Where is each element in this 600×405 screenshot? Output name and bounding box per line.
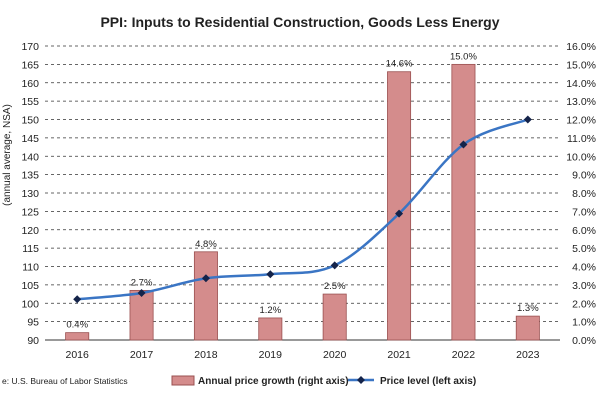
right-tick-label: 3.0% xyxy=(572,280,596,292)
left-tick-label: 95 xyxy=(27,317,39,329)
right-tick-label: 0.0% xyxy=(572,335,596,347)
left-tick-label: 170 xyxy=(21,41,39,53)
right-tick-label: 8.0% xyxy=(572,188,596,200)
left-tick-label: 120 xyxy=(21,225,39,237)
price-level-line xyxy=(77,118,529,301)
data-labels: 0.4% 2.7% 4.8% 1.2% 2.5% 14.6% 15.0% 1.3% xyxy=(66,51,539,330)
x-tick-label: 2023 xyxy=(516,349,540,361)
left-tick-label: 140 xyxy=(21,151,39,163)
bar xyxy=(451,63,476,341)
line-series xyxy=(73,115,532,304)
left-tick-label: 145 xyxy=(21,133,39,145)
right-tick-label: 15.0% xyxy=(566,59,596,71)
right-tick-label: 16.0% xyxy=(566,41,596,53)
right-tick-label: 2.0% xyxy=(572,298,596,310)
line-marker xyxy=(523,115,532,124)
line-marker xyxy=(330,261,339,270)
left-tick-label: 110 xyxy=(22,262,39,274)
x-tick-label: 2018 xyxy=(194,349,218,361)
left-tick-label: 130 xyxy=(21,188,39,200)
x-axis-ticks: 2016 2017 2018 2019 2020 2021 2022 2023 xyxy=(66,349,540,361)
left-axis-ticks: 90 95 100 105 110 115 120 125 130 135 140 145 150 155… xyxy=(21,41,39,347)
right-tick-label: 5.0% xyxy=(572,243,596,255)
right-tick-label: 10.0% xyxy=(566,151,596,163)
line-marker xyxy=(395,209,404,218)
right-tick-label: 13.0% xyxy=(566,96,596,108)
chart-title: PPI: Inputs to Residential Construction,… xyxy=(100,14,499,30)
right-tick-label: 1.0% xyxy=(572,317,596,329)
line-marker xyxy=(73,295,82,304)
right-tick-label: 11.0% xyxy=(567,133,596,145)
left-tick-label: 100 xyxy=(21,298,39,310)
left-axis-label: (annual average, NSA) xyxy=(2,104,13,206)
legend-bar-swatch xyxy=(171,375,195,386)
left-tick-label: 165 xyxy=(21,59,39,71)
x-tick-label: 2016 xyxy=(66,349,90,361)
bar-data-label: 14.6% xyxy=(386,59,413,70)
right-tick-label: 4.0% xyxy=(572,262,596,274)
x-tick-label: 2019 xyxy=(259,349,283,361)
source-note: e: U.S. Bureau of Labor Statistics xyxy=(2,376,128,386)
x-tick-label: 2020 xyxy=(323,349,347,361)
bar-data-label: 1.2% xyxy=(259,305,281,316)
left-tick-label: 105 xyxy=(21,280,39,292)
legend-line-marker-icon xyxy=(357,376,365,384)
x-tick-label: 2022 xyxy=(452,349,476,361)
right-tick-label: 12.0% xyxy=(566,115,596,127)
left-tick-label: 160 xyxy=(21,78,39,90)
bar xyxy=(387,71,412,341)
bar xyxy=(515,315,540,341)
left-tick-label: 155 xyxy=(21,96,39,108)
left-tick-label: 135 xyxy=(21,170,39,182)
right-axis-ticks: 0.0% 1.0% 2.0% 3.0% 4.0% 5.0% 6.0% 7.0% 8.0% 9.0%… xyxy=(566,41,596,347)
line-marker xyxy=(459,140,468,149)
bar xyxy=(258,317,283,341)
bar-data-label: 1.3% xyxy=(517,303,539,314)
legend-bar-label: Annual price growth (right axis) xyxy=(198,376,349,387)
bar xyxy=(65,332,90,341)
legend-line-label: Price level (left axis) xyxy=(380,376,476,387)
line-marker xyxy=(266,270,275,279)
bar-data-label: 2.5% xyxy=(324,281,346,292)
bar-data-label: 0.4% xyxy=(66,320,88,331)
bar xyxy=(322,293,347,341)
left-tick-label: 125 xyxy=(21,206,39,218)
right-tick-label: 6.0% xyxy=(572,225,596,237)
x-tick-label: 2021 xyxy=(387,349,411,361)
legend: Annual price growth (right axis) Price l… xyxy=(171,375,476,387)
bar-data-label: 15.0% xyxy=(450,51,477,62)
left-tick-label: 90 xyxy=(27,335,39,347)
bar xyxy=(129,289,154,341)
bar-data-label: 4.8% xyxy=(195,239,217,250)
bar xyxy=(193,251,218,341)
right-tick-label: 9.0% xyxy=(572,170,596,182)
bar-data-label: 2.7% xyxy=(131,277,153,288)
left-tick-label: 150 xyxy=(21,115,39,127)
bar-series xyxy=(65,63,540,341)
right-tick-label: 14.0% xyxy=(566,78,596,90)
left-tick-label: 115 xyxy=(22,243,39,255)
x-tick-label: 2017 xyxy=(130,349,154,361)
line-marker xyxy=(137,288,146,297)
right-tick-label: 7.0% xyxy=(572,206,596,218)
line-marker xyxy=(201,274,210,283)
